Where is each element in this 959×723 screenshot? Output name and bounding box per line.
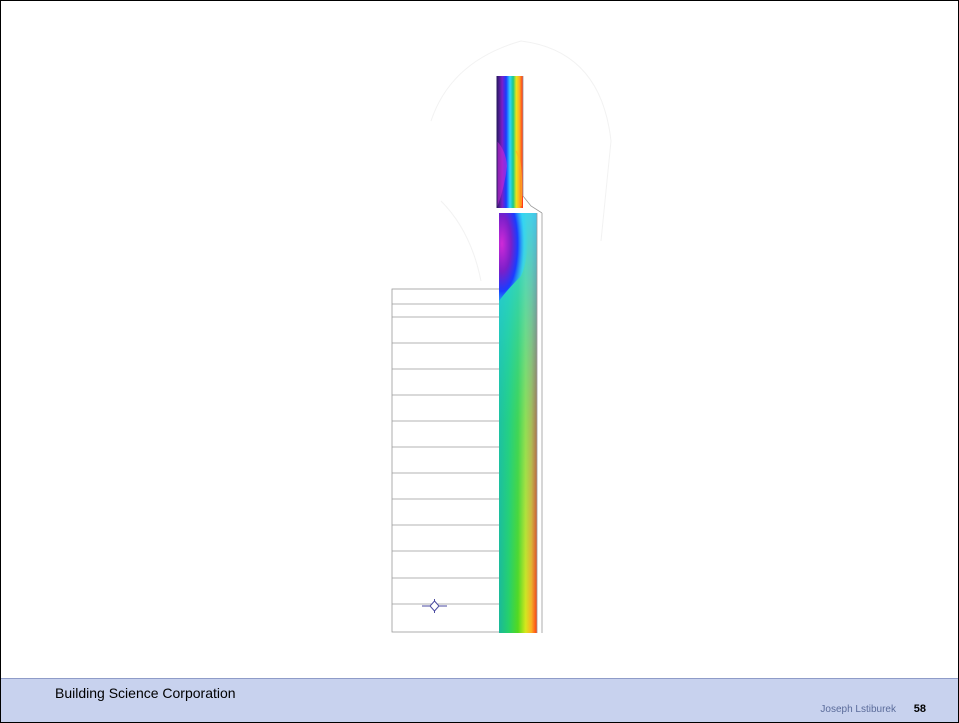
foundation-layers <box>391 288 501 633</box>
slab-edge-outline <box>522 76 543 214</box>
lower-wall-isotherms <box>499 213 543 633</box>
company-name: Building Science Corporation <box>55 685 236 701</box>
faint-background-outline <box>430 40 612 282</box>
page-number: 58 <box>913 703 926 715</box>
author-name: Joseph Lstiburek <box>820 704 896 715</box>
upper-wall-isotherms <box>496 76 523 208</box>
slide-footer: Building Science Corporation Joseph Lsti… <box>1 678 958 722</box>
thermal-simulation-figure <box>391 40 612 633</box>
crosshair-marker-icon <box>422 599 447 613</box>
